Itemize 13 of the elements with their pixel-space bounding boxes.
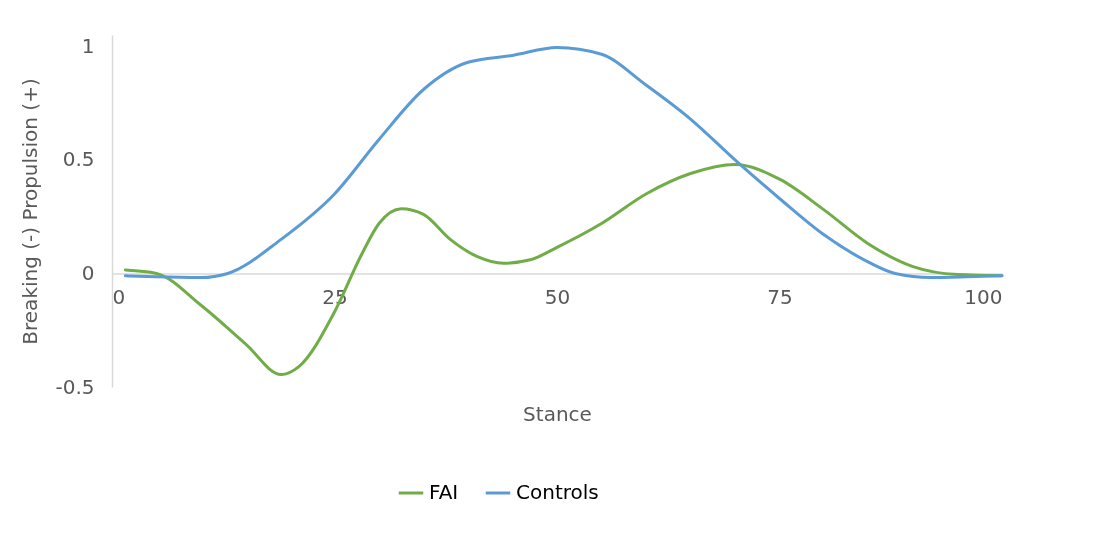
x-tick-label: 100	[964, 284, 1003, 309]
legend-label: FAI	[429, 480, 459, 504]
line-series	[123, 45, 1004, 280]
legend-label: Controls	[516, 480, 599, 504]
y-axis-title: Breaking (-) Propulsion (+)	[18, 78, 43, 345]
x-tick-label: 0	[112, 284, 126, 309]
x-tick-label: 75	[767, 284, 793, 309]
x-axis-title: Stance	[523, 401, 592, 426]
x-tick-label: 50	[544, 284, 571, 309]
y-tick-label: 0	[81, 260, 95, 285]
y-tick-label: -0.5	[55, 374, 95, 399]
y-tick-label: 1	[81, 33, 95, 58]
y-tick-label: 0.5	[62, 147, 95, 172]
